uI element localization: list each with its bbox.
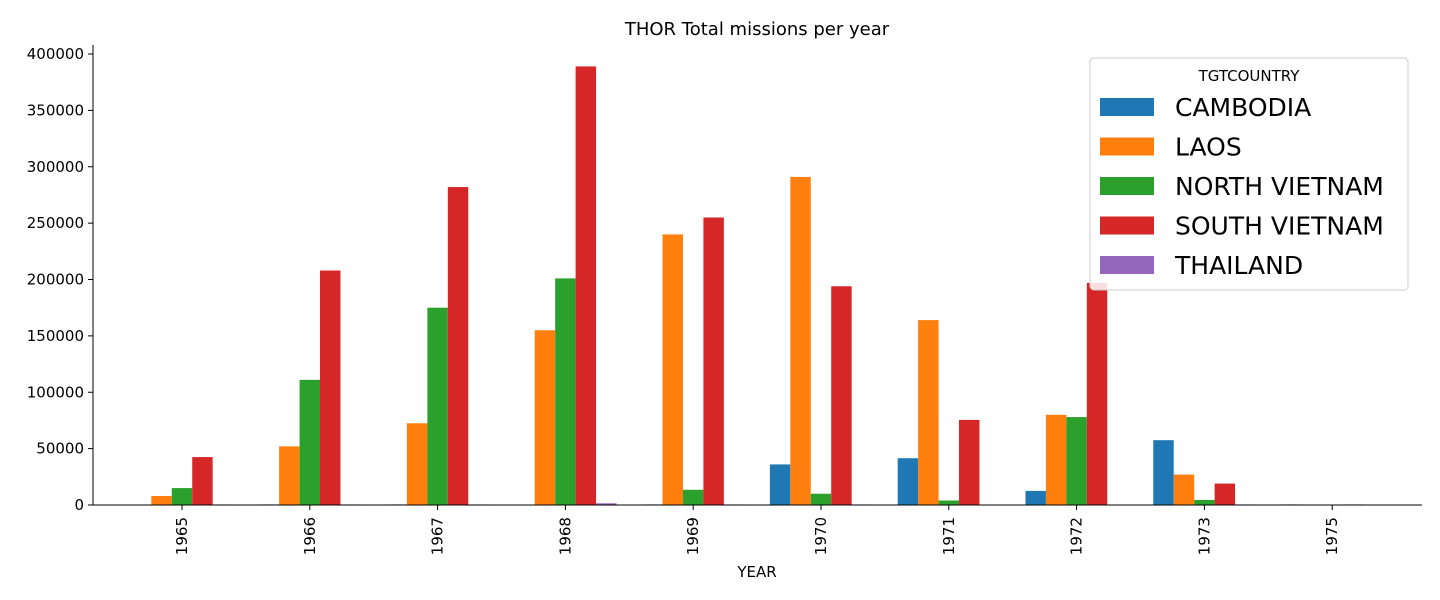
legend-label-north-vietnam: NORTH VIETNAM (1175, 172, 1384, 201)
legend-frame (1089, 57, 1409, 291)
bar-laos-1969 (662, 234, 683, 505)
bar-laos-1967 (406, 423, 428, 505)
bar-south-vietnam-1965 (192, 457, 213, 505)
bar-south-vietnam-1969 (703, 217, 724, 505)
x-tick-label: 1966 (301, 517, 319, 555)
bar-laos-1968 (534, 330, 556, 505)
bar-south-vietnam-1970 (831, 286, 852, 505)
legend-swatch-south-vietnam (1100, 216, 1154, 235)
x-tick-label: 1965 (173, 517, 191, 555)
y-axis-ticks: 0 50000 100000 150000 200000 250000 300000 3500… (27, 45, 93, 514)
bar-south-vietnam-1966 (320, 270, 341, 505)
bar-north-vietnam-1966 (299, 379, 321, 505)
x-tick-label: 1972 (1068, 517, 1086, 555)
x-axis-ticks: 1965 1966 1967 1968 1969 1970 1971 1972 1973 1975 (173, 505, 1341, 555)
chart-title: THOR Total missions per year (624, 19, 890, 40)
y-tick-label: 0 (74, 496, 84, 514)
bar-north-vietnam-1971 (938, 500, 960, 505)
bar-south-vietnam-1968 (575, 66, 597, 506)
x-tick-label: 1968 (556, 517, 574, 555)
legend-swatch-thailand (1100, 256, 1154, 274)
y-tick-label: 100000 (27, 383, 84, 401)
bar-thailand-1968 (596, 503, 617, 505)
legend: TGTCOUNTRY CAMBODIA LAOS NORTH VIETNAM SOUT… (1089, 57, 1409, 291)
bar-north-vietnam-1969 (682, 489, 704, 505)
bars-group (151, 66, 1363, 506)
bar-south-vietnam-1971 (959, 419, 980, 505)
legend-label-south-vietnam: SOUTH VIETNAM (1175, 212, 1384, 241)
legend-swatch-cambodia (1100, 98, 1154, 116)
legend-title: TGTCOUNTRY (1198, 67, 1301, 85)
legend-label-cambodia: CAMBODIA (1175, 93, 1311, 122)
bar-north-vietnam-1967 (427, 307, 448, 505)
y-tick-label: 250000 (27, 214, 84, 232)
x-tick-label: 1969 (684, 517, 702, 555)
bar-south-vietnam-1973 (1214, 483, 1236, 505)
bar-laos-1970 (790, 176, 811, 505)
bar-south-vietnam-1967 (447, 187, 469, 505)
legend-label-thailand: THAILAND (1174, 251, 1303, 280)
bar-laos-1973 (1173, 474, 1195, 505)
x-tick-label: 1973 (1195, 517, 1213, 555)
y-tick-label: 400000 (27, 45, 84, 63)
bar-north-vietnam-1965 (171, 488, 193, 505)
bar-south-vietnam-1972 (1086, 282, 1108, 505)
x-tick-label: 1975 (1323, 517, 1341, 555)
bar-north-vietnam-1973 (1194, 499, 1215, 505)
bar-north-vietnam-1972 (1066, 417, 1087, 505)
bar-cambodia-1971 (897, 458, 919, 505)
y-tick-label: 50000 (36, 440, 84, 458)
bar-cambodia-1972 (1025, 490, 1046, 505)
y-tick-label: 200000 (27, 271, 84, 289)
x-axis-label: YEAR (736, 563, 776, 581)
x-tick-label: 1967 (429, 517, 447, 555)
bar-north-vietnam-1968 (555, 278, 576, 505)
bar-laos-1966 (279, 446, 300, 505)
bar-cambodia-1973 (1153, 440, 1174, 505)
y-tick-label: 150000 (27, 327, 84, 345)
legend-items: CAMBODIA LAOS NORTH VIETNAM SOUTH VIETNAM TH… (1100, 93, 1384, 280)
x-tick-label: 1971 (940, 517, 958, 555)
bar-north-vietnam-1970 (810, 493, 832, 505)
bar-laos-1971 (918, 320, 939, 505)
y-tick-label: 350000 (27, 101, 84, 119)
bar-laos-1972 (1045, 414, 1067, 505)
bar-cambodia-1970 (769, 464, 791, 505)
legend-swatch-north-vietnam (1100, 177, 1154, 195)
legend-label-laos: LAOS (1175, 133, 1242, 162)
bar-laos-1965 (151, 495, 172, 505)
y-tick-label: 300000 (27, 158, 84, 176)
x-tick-label: 1970 (812, 517, 830, 555)
legend-swatch-laos (1100, 137, 1154, 156)
